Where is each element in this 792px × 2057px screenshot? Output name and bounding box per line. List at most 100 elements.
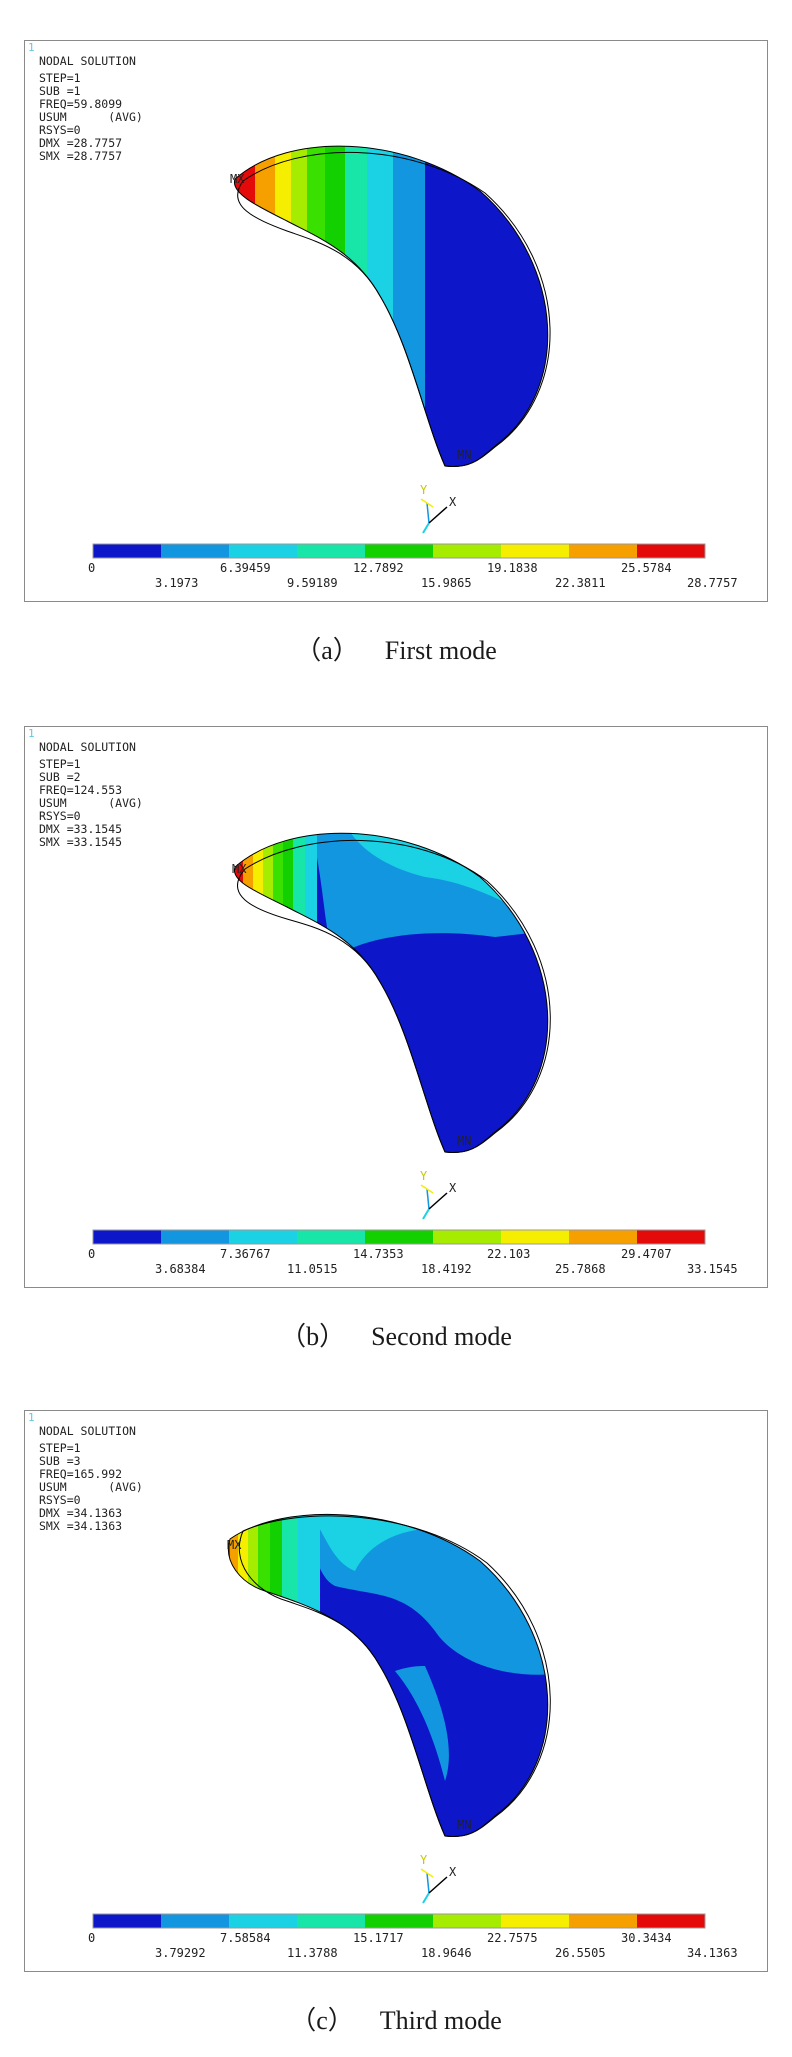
tick-label: 3.68384	[155, 1262, 206, 1276]
axis-x-label: X	[449, 495, 457, 509]
usum-label: USUM (AVG)	[39, 110, 143, 124]
legend-swatch	[297, 1914, 366, 1928]
mn-marker: MN	[457, 1134, 471, 1148]
caption-label: （a）	[295, 636, 359, 665]
smx-label: SMX =34.1363	[39, 1519, 123, 1533]
axis-y-label: Y	[420, 1169, 428, 1183]
legend-frame	[92, 543, 706, 559]
tick-label: 6.39459	[220, 561, 271, 575]
solution-info-block: NODAL SOLUTION STEP=1 SUB =1 FREQ=59.809…	[39, 55, 143, 163]
window-number: 1	[28, 41, 35, 54]
axis-x-label: X	[449, 1865, 457, 1879]
tick-label: 30.3434	[621, 1931, 672, 1945]
mode-panel-second: 1 NODAL SOLUTION STEP=1 SUB =2 FREQ=124.…	[24, 726, 768, 1288]
rsys-label: RSYS=0	[39, 123, 81, 137]
tick-label: 15.1717	[353, 1931, 404, 1945]
legend-swatch	[501, 1914, 570, 1928]
tick-label: 9.59189	[287, 576, 338, 590]
legend-swatch	[229, 1230, 298, 1244]
legend-swatch	[93, 1230, 162, 1244]
tick-label: 7.58584	[220, 1931, 271, 1945]
smx-label: SMX =28.7757	[39, 149, 123, 163]
axis-x-label: X	[449, 1181, 457, 1195]
legend-swatch	[161, 1230, 230, 1244]
mx-marker: MX	[230, 172, 245, 186]
freq-label: FREQ=165.992	[39, 1467, 123, 1481]
caption-text: First mode	[384, 636, 497, 665]
displacement-contour	[234, 146, 548, 467]
color-legend	[92, 1229, 706, 1245]
undeformed-outline	[237, 839, 551, 1154]
mx-marker: MX	[227, 1538, 242, 1552]
legend-swatch	[569, 1914, 638, 1928]
coordinate-triad: Y X	[420, 1169, 457, 1220]
mode-plot: MX MN Y X 0 7.58584 15.1717 22.7575 30.3…	[88, 1513, 738, 1960]
dmx-label: DMX =34.1363	[39, 1506, 123, 1520]
legend-ticks: 0 7.36767 14.7353 22.103 29.4707 3.68384…	[88, 1247, 738, 1276]
sub-label: SUB =1	[39, 84, 81, 98]
legend-ticks: 0 6.39459 12.7892 19.1838 25.5784 3.1973…	[88, 561, 738, 590]
legend-swatch	[161, 544, 230, 558]
legend-swatch	[637, 1914, 706, 1928]
caption-first: （a） First mode	[0, 630, 792, 667]
color-legend	[92, 543, 706, 559]
tick-label: 18.9646	[421, 1946, 472, 1960]
legend-swatch	[637, 544, 706, 558]
tick-label: 22.3811	[555, 576, 606, 590]
legend-swatch	[501, 1230, 570, 1244]
legend-frame	[92, 1913, 706, 1929]
window-number: 1	[28, 727, 35, 740]
displacement-contour	[228, 1514, 548, 1837]
solution-info-block: NODAL SOLUTION STEP=1 SUB =3 FREQ=165.99…	[39, 1425, 143, 1533]
legend-swatch	[433, 1914, 502, 1928]
caption-second: （b） Second mode	[0, 1316, 792, 1353]
usum-label: USUM (AVG)	[39, 796, 143, 810]
legend-swatch	[161, 1914, 230, 1928]
tick-label: 29.4707	[621, 1247, 672, 1261]
legend-swatch	[433, 1230, 502, 1244]
legend-ticks: 0 7.58584 15.1717 22.7575 30.3434 3.7929…	[88, 1931, 738, 1960]
solution-title: NODAL SOLUTION	[39, 740, 136, 754]
tick-label: 33.1545	[687, 1262, 738, 1276]
tick-label: 11.0515	[287, 1262, 338, 1276]
legend-swatch	[93, 544, 162, 558]
tick-label: 34.1363	[687, 1946, 738, 1960]
mode-panel-first: 1 NODAL SOLUTION STEP=1 SUB =1 FREQ=59.8…	[24, 40, 768, 602]
tick-label: 25.5784	[621, 561, 672, 575]
legend-swatch	[637, 1230, 706, 1244]
caption-third: （c） Third mode	[0, 2000, 792, 2037]
tick-label: 3.79292	[155, 1946, 206, 1960]
legend-swatch	[297, 544, 366, 558]
caption-label: （c）	[290, 2006, 354, 2035]
freq-label: FREQ=59.8099	[39, 97, 123, 111]
solution-title: NODAL SOLUTION	[39, 1424, 136, 1438]
tick-label: 22.103	[487, 1247, 530, 1261]
displacement-contour	[234, 833, 548, 1153]
solution-info-block: NODAL SOLUTION STEP=1 SUB =2 FREQ=124.55…	[39, 741, 143, 849]
legend-swatch	[229, 1914, 298, 1928]
step-label: STEP=1	[39, 71, 81, 85]
tick-label: 22.7575	[487, 1931, 538, 1945]
rsys-label: RSYS=0	[39, 809, 81, 823]
legend-swatch	[365, 1230, 434, 1244]
tick-label: 25.7868	[555, 1262, 606, 1276]
window-number: 1	[28, 1411, 35, 1424]
axis-y-label: Y	[420, 1853, 428, 1867]
sub-label: SUB =2	[39, 770, 81, 784]
caption-label: （b）	[280, 1322, 346, 1351]
coordinate-triad: Y X	[420, 1853, 457, 1904]
coordinate-triad: Y X	[420, 483, 457, 534]
caption-text: Third mode	[379, 2006, 502, 2035]
tick-label: 26.5505	[555, 1946, 606, 1960]
mode-plot: MX MN Y X 0 7.36767 14.7353 22.103 29.47…	[88, 832, 738, 1276]
smx-label: SMX =33.1545	[39, 835, 123, 849]
mx-marker: MX	[232, 862, 247, 876]
rsys-label: RSYS=0	[39, 1493, 81, 1507]
mn-marker: MN	[457, 448, 471, 462]
caption-text: Second mode	[371, 1322, 512, 1351]
tick-label: 15.9865	[421, 576, 472, 590]
axis-y-label: Y	[420, 483, 428, 497]
dmx-label: DMX =28.7757	[39, 136, 123, 150]
solution-title: NODAL SOLUTION	[39, 54, 136, 68]
legend-swatch	[501, 544, 570, 558]
